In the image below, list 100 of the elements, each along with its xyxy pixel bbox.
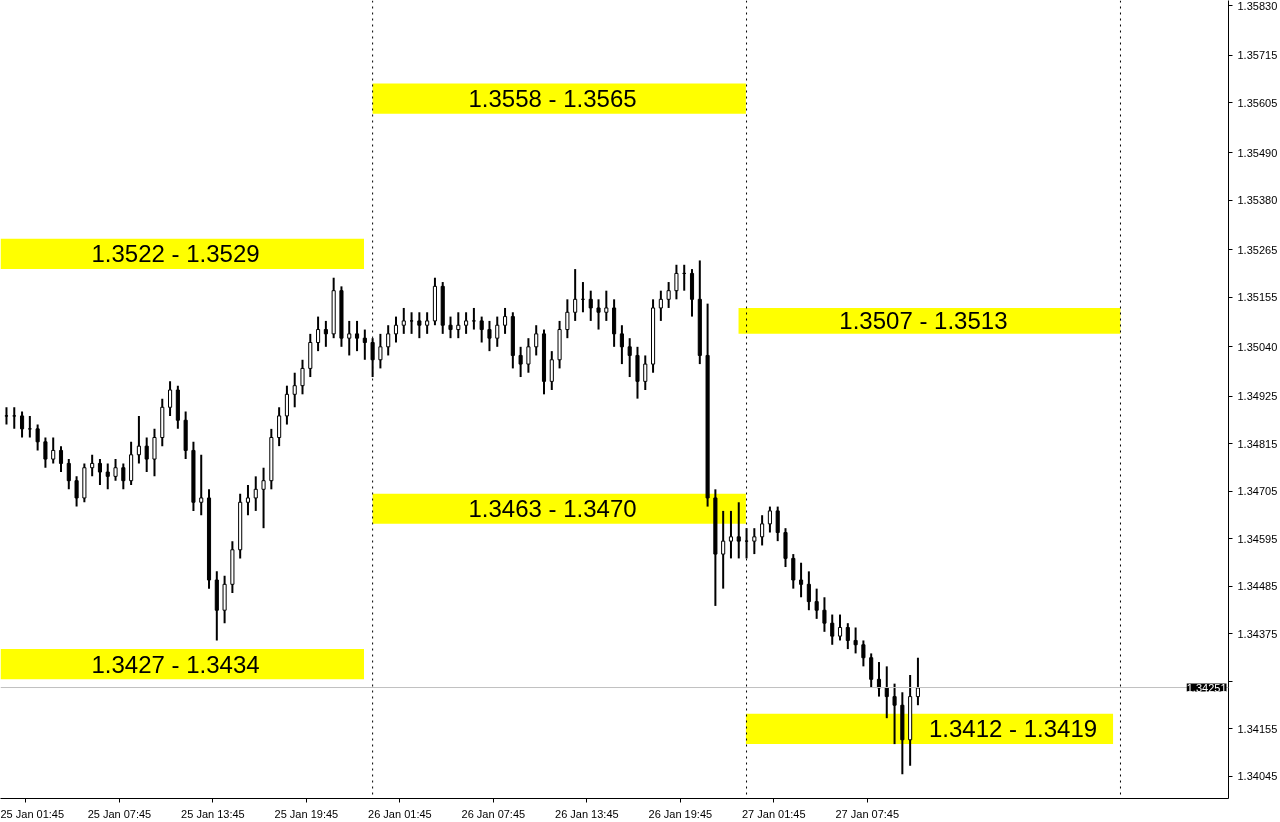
- candlestick: [471, 306, 476, 331]
- y-tick-label: 1.34815: [1237, 437, 1278, 450]
- candlestick: [869, 652, 874, 689]
- candlestick: [876, 661, 882, 698]
- candlestick: [113, 458, 118, 482]
- y-tick-label: 1.35715: [1237, 49, 1278, 62]
- y-tick-label: 1.34705: [1237, 485, 1278, 498]
- x-tick-label: 26 Jan 07:45: [461, 807, 526, 820]
- candlestick: [604, 289, 609, 322]
- candlestick: [837, 613, 843, 642]
- candlestick: [619, 324, 624, 366]
- candlestick: [915, 656, 920, 707]
- candlestick: [479, 315, 484, 344]
- candlestick: [799, 561, 804, 599]
- candlestick: [401, 306, 406, 335]
- candlestick: [822, 596, 827, 633]
- y-tick-label: 1.35380: [1237, 194, 1278, 206]
- x-tick-label: 26 Jan 13:45: [555, 807, 619, 820]
- candlestick: [549, 350, 554, 391]
- candlestick: [658, 289, 663, 322]
- candlestick: [4, 406, 9, 426]
- candlestick: [261, 466, 266, 530]
- candlestick: [51, 436, 56, 465]
- candlestick: [253, 475, 258, 512]
- x-tick-label: 25 Jan 13:45: [181, 807, 245, 820]
- candlestick: [814, 587, 819, 620]
- candlestick: [588, 289, 593, 322]
- y-tick-label: 1.35040: [1237, 340, 1278, 353]
- candlestick: [487, 319, 492, 353]
- candlestick: [767, 505, 772, 534]
- candlestick: [526, 337, 531, 374]
- candlestick: [456, 311, 461, 340]
- candlestick: [386, 324, 391, 357]
- candlestick: [760, 514, 765, 547]
- band-label: 1.3507 - 1.3513: [839, 307, 1008, 335]
- candlestick: [354, 319, 360, 353]
- candlestick: [121, 462, 126, 491]
- candlestick: [58, 445, 64, 474]
- candlestick: [144, 436, 149, 474]
- candlestick: [728, 509, 734, 560]
- candlestick: [393, 315, 399, 344]
- candlestick: [292, 371, 297, 409]
- candlestick: [168, 380, 173, 417]
- candlestick: [105, 462, 110, 491]
- candlestick: [464, 311, 469, 335]
- candlestick: [19, 410, 25, 439]
- candlestick: [409, 311, 414, 335]
- candlestick: [565, 298, 570, 340]
- candlestick: [284, 384, 289, 426]
- x-tick-label: 25 Jan 19:45: [274, 807, 339, 820]
- candlestick: [573, 268, 578, 322]
- candlestick: [736, 501, 741, 560]
- candlestick: [347, 319, 352, 357]
- candlestick: [152, 427, 157, 478]
- x-tick-label: 27 Jan 07:45: [835, 807, 900, 820]
- band-label: 1.3427 - 1.3434: [91, 650, 260, 678]
- candlestick: [97, 458, 103, 486]
- y-tick-label: 1.34045: [1237, 770, 1278, 783]
- y-tick-label: 1.34925: [1237, 390, 1278, 403]
- candlestick: [892, 682, 897, 746]
- candlestick: [518, 345, 523, 379]
- candlestick: [448, 315, 453, 340]
- candlestick: [666, 281, 671, 309]
- candlestick: [830, 613, 835, 646]
- x-tick-label: 26 Jan 01:45: [368, 807, 432, 820]
- candlestick: [791, 553, 796, 590]
- x-tick-label: 26 Jan 19:45: [648, 807, 713, 820]
- y-tick-label: 1.34375: [1237, 627, 1278, 640]
- candlestick: [74, 475, 79, 508]
- candlestick: [27, 414, 32, 439]
- candlestick: [861, 639, 866, 668]
- y-tick-label: 1.35490: [1237, 146, 1278, 159]
- candlestick: [853, 626, 858, 655]
- candlestick: [90, 453, 95, 478]
- x-tick-label: 27 Jan 01:45: [742, 807, 806, 820]
- candlestick: [674, 263, 679, 301]
- candlestick: [845, 622, 850, 651]
- ref-line-label: 1.34251: [1186, 681, 1227, 694]
- band-label: 1.3412 - 1.3419: [929, 715, 1098, 743]
- candlestick: [884, 665, 889, 720]
- candlestick: [425, 311, 430, 335]
- candlestick: [245, 484, 251, 517]
- candlestick: [627, 337, 632, 379]
- candlestick: [502, 306, 508, 335]
- candlestick: [417, 311, 422, 340]
- band-label: 1.3522 - 1.3529: [91, 240, 260, 268]
- candlestick: [316, 315, 321, 353]
- candlestick: [721, 509, 726, 590]
- y-tick-label: 1.34595: [1237, 532, 1278, 545]
- x-tick-label: 25 Jan 07:45: [87, 807, 152, 820]
- candlestick: [12, 406, 17, 430]
- y-tick-label: 1.35830: [1237, 0, 1278, 12]
- candlestick: [323, 319, 328, 348]
- candlestick: [199, 453, 204, 517]
- x-tick-label: 25 Jan 01:45: [0, 807, 65, 820]
- candlestick: [277, 406, 282, 448]
- candlestick: [775, 505, 780, 543]
- candlestick: [806, 570, 811, 612]
- candlestick: [752, 527, 757, 556]
- candlestick: [136, 414, 141, 465]
